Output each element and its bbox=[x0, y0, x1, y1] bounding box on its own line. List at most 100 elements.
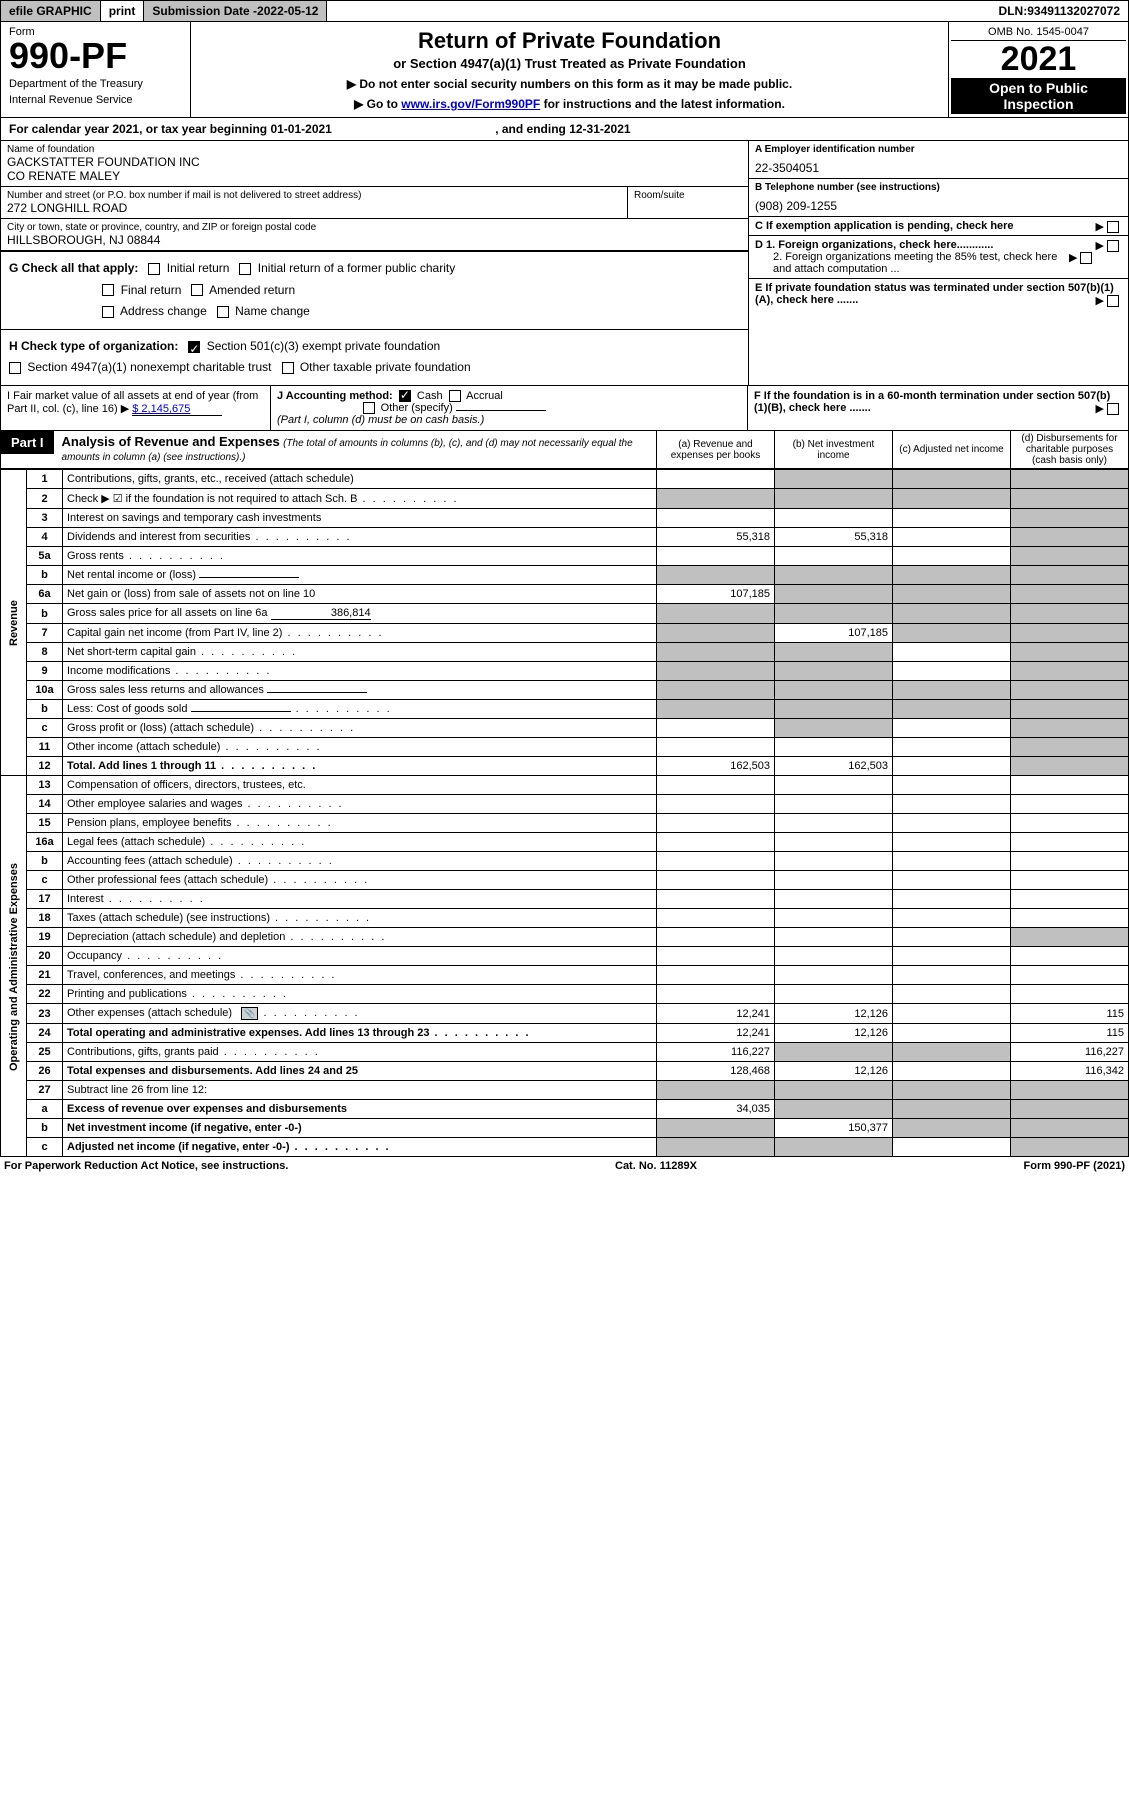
amt-col-a bbox=[657, 662, 775, 681]
row-desc: Pension plans, employee benefits bbox=[63, 814, 657, 833]
attach-icon[interactable]: 📎 bbox=[241, 1007, 258, 1020]
city-label: City or town, state or province, country… bbox=[7, 222, 742, 233]
checkbox-d2[interactable] bbox=[1080, 252, 1092, 264]
checkbox-other-method[interactable] bbox=[363, 402, 375, 414]
amt-col-c bbox=[893, 528, 1011, 547]
amt-col-d: 115 bbox=[1011, 1004, 1129, 1024]
row-number: 1 bbox=[27, 470, 63, 489]
amt-col-c bbox=[893, 470, 1011, 489]
efile-label: efile GRAPHIC bbox=[1, 1, 101, 21]
amt-col-c bbox=[893, 566, 1011, 585]
amt-col-c bbox=[893, 700, 1011, 719]
row-desc: Interest on savings and temporary cash i… bbox=[63, 509, 657, 528]
amt-col-d bbox=[1011, 814, 1129, 833]
checkbox-cash[interactable] bbox=[399, 390, 411, 402]
row-number: c bbox=[27, 719, 63, 738]
table-row: 7Capital gain net income (from Part IV, … bbox=[1, 624, 1129, 643]
checkbox-final[interactable] bbox=[102, 284, 114, 296]
amt-col-d bbox=[1011, 662, 1129, 681]
amt-col-b: 12,126 bbox=[775, 1004, 893, 1024]
instr2-suffix: for instructions and the latest informat… bbox=[544, 97, 785, 111]
checkbox-e[interactable] bbox=[1107, 295, 1119, 307]
amt-col-d bbox=[1011, 1119, 1129, 1138]
amt-col-c bbox=[893, 852, 1011, 871]
table-row: 8Net short-term capital gain bbox=[1, 643, 1129, 662]
fmv-link[interactable]: $ 2,145,675 bbox=[132, 403, 222, 416]
cat-number: Cat. No. 11289X bbox=[615, 1160, 697, 1172]
checkbox-accrual[interactable] bbox=[449, 390, 461, 402]
box-j: J Accounting method: Cash Accrual Other … bbox=[271, 386, 748, 430]
row-desc: Other expenses (attach schedule) 📎 bbox=[63, 1004, 657, 1024]
amt-col-c bbox=[893, 719, 1011, 738]
calendar-year-row: For calendar year 2021, or tax year begi… bbox=[0, 118, 1129, 141]
amt-col-d bbox=[1011, 795, 1129, 814]
lower-block: I Fair market value of all assets at end… bbox=[0, 386, 1129, 431]
row-desc: Contributions, gifts, grants, etc., rece… bbox=[63, 470, 657, 489]
box-c: C If exemption application is pending, c… bbox=[749, 217, 1128, 236]
box-e: E If private foundation status was termi… bbox=[749, 279, 1128, 309]
amt-col-c bbox=[893, 1100, 1011, 1119]
checkbox-initial-former[interactable] bbox=[239, 263, 251, 275]
row-desc: Income modifications bbox=[63, 662, 657, 681]
part1-title-block: Analysis of Revenue and Expenses (The to… bbox=[54, 431, 656, 466]
amt-col-c bbox=[893, 890, 1011, 909]
cal-mid: , and ending bbox=[495, 122, 569, 136]
checkbox-amended[interactable] bbox=[191, 284, 203, 296]
amt-col-a bbox=[657, 985, 775, 1004]
boxh-label: H Check type of organization: bbox=[9, 339, 178, 353]
amt-col-a bbox=[657, 1138, 775, 1157]
row-number: 27 bbox=[27, 1081, 63, 1100]
expenses-side-label: Operating and Administrative Expenses bbox=[1, 776, 27, 1157]
amt-col-a bbox=[657, 966, 775, 985]
amt-col-d bbox=[1011, 852, 1129, 871]
irs-link[interactable]: www.irs.gov/Form990PF bbox=[401, 97, 540, 111]
amt-col-a bbox=[657, 909, 775, 928]
checkbox-f[interactable] bbox=[1107, 403, 1119, 415]
form-header: Form 990-PF Department of the Treasury I… bbox=[0, 22, 1129, 118]
row-number: 6a bbox=[27, 585, 63, 604]
street-val: 272 LONGHILL ROAD bbox=[7, 201, 621, 215]
row-desc: Check ▶ ☑ if the foundation is not requi… bbox=[63, 489, 657, 509]
checkbox-address[interactable] bbox=[102, 306, 114, 318]
city-val: HILLSBOROUGH, NJ 08844 bbox=[7, 233, 742, 247]
row-number: a bbox=[27, 1100, 63, 1119]
checkbox-4947[interactable] bbox=[9, 362, 21, 374]
part1-label: Part I bbox=[1, 431, 54, 454]
checkbox-initial[interactable] bbox=[148, 263, 160, 275]
row-number: 11 bbox=[27, 738, 63, 757]
checkbox-other-taxable[interactable] bbox=[282, 362, 294, 374]
row-desc: Net rental income or (loss) bbox=[63, 566, 657, 585]
row-desc: Compensation of officers, directors, tru… bbox=[63, 776, 657, 795]
table-row: 4Dividends and interest from securities5… bbox=[1, 528, 1129, 547]
row-desc: Accounting fees (attach schedule) bbox=[63, 852, 657, 871]
amt-col-c bbox=[893, 776, 1011, 795]
cal-begin: 01-01-2021 bbox=[270, 122, 331, 136]
amt-col-d: 116,342 bbox=[1011, 1062, 1129, 1081]
amt-col-a bbox=[657, 890, 775, 909]
column-headers: (a) Revenue and expenses per books (b) N… bbox=[656, 431, 1128, 468]
table-row: 24Total operating and administrative exp… bbox=[1, 1024, 1129, 1043]
city-cell: City or town, state or province, country… bbox=[1, 218, 748, 251]
checkbox-name-change[interactable] bbox=[217, 306, 229, 318]
checkbox-501c3[interactable] bbox=[188, 341, 200, 353]
amt-col-a bbox=[657, 547, 775, 566]
amt-col-c bbox=[893, 547, 1011, 566]
amt-col-c bbox=[893, 947, 1011, 966]
amt-col-a bbox=[657, 795, 775, 814]
table-row: cOther professional fees (attach schedul… bbox=[1, 871, 1129, 890]
amt-col-d bbox=[1011, 643, 1129, 662]
row-number: 5a bbox=[27, 547, 63, 566]
print-label[interactable]: print bbox=[101, 1, 145, 21]
table-row: bNet investment income (if negative, ent… bbox=[1, 1119, 1129, 1138]
amt-col-b bbox=[775, 681, 893, 700]
amt-col-c bbox=[893, 985, 1011, 1004]
row-number: 17 bbox=[27, 890, 63, 909]
amt-col-b bbox=[775, 833, 893, 852]
header-right: OMB No. 1545-0047 2021 Open to Public In… bbox=[948, 22, 1128, 117]
checkbox-d1[interactable] bbox=[1107, 240, 1119, 252]
checkbox-c[interactable] bbox=[1107, 221, 1119, 233]
irs: Internal Revenue Service bbox=[9, 94, 182, 106]
amt-col-d bbox=[1011, 928, 1129, 947]
amt-col-a bbox=[657, 738, 775, 757]
amt-col-c bbox=[893, 1138, 1011, 1157]
